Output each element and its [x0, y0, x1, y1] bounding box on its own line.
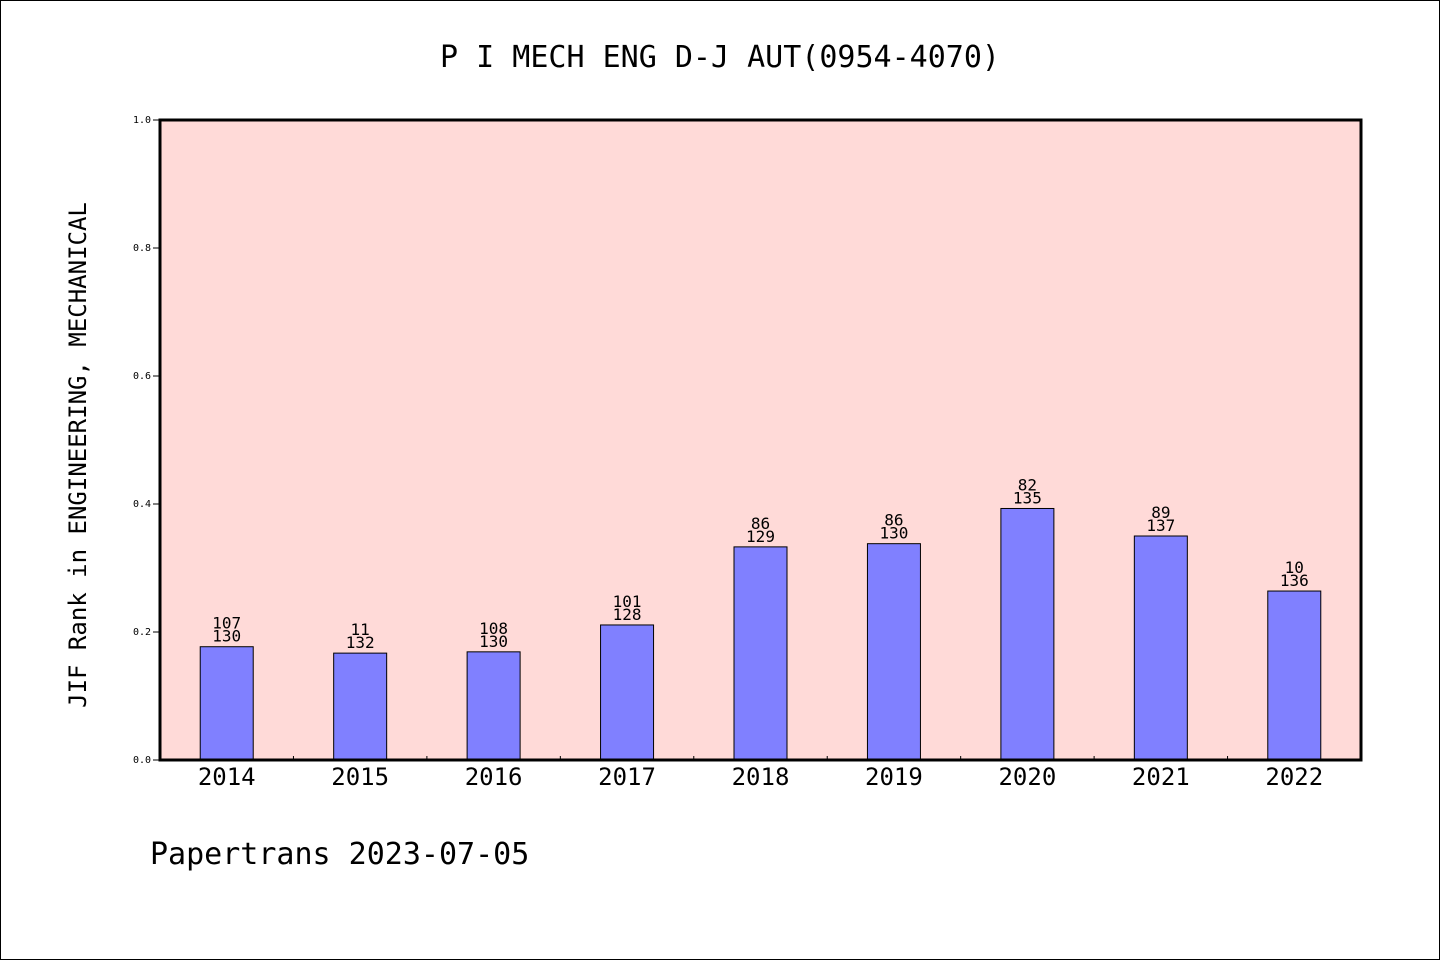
bar-rank-label-2017: 101: [613, 592, 642, 611]
y-tick-label-0.8: 0.8: [133, 243, 151, 254]
bar-2015: [333, 652, 388, 761]
bar-2022: [1267, 590, 1322, 761]
x-tick-label-2019: 2019: [865, 763, 923, 791]
bar-2020: [1000, 507, 1055, 761]
bar-rank-label-2022: 10: [1285, 558, 1304, 577]
bar-rank-label-2016: 108: [479, 619, 508, 638]
plot-border: [158, 118, 1363, 762]
bar-rank-label-2020: 82: [1018, 475, 1037, 494]
x-tick-label-2018: 2018: [732, 763, 790, 791]
x-tick-label-2015: 2015: [331, 763, 389, 791]
bar-total-label-2020: 135: [1013, 488, 1042, 507]
bar-rank-label-2021: 89: [1151, 503, 1170, 522]
x-tick-label-2021: 2021: [1132, 763, 1190, 791]
x-tick-label-2017: 2017: [598, 763, 656, 791]
x-axis: 2014 2015 2016 2017 2018 2019 2020 2021 2022: [198, 756, 1323, 791]
bar-rank-label-2019: 86: [884, 511, 903, 530]
y-tick-label-1.0: 1.0: [133, 115, 151, 126]
bar-rank-label-2018: 86: [751, 514, 770, 533]
bar-2021: [1133, 535, 1188, 761]
bar-total-label-2016: 130: [479, 632, 508, 651]
bar-total-label-2018: 129: [746, 527, 775, 546]
bar-total-label-2021: 137: [1146, 516, 1175, 535]
bar-total-label-2019: 130: [879, 524, 908, 543]
bar-2014: [199, 646, 254, 761]
bar-total-label-2015: 132: [346, 633, 375, 652]
y-axis-label: JIF Rank in ENGINEERING, MECHANICAL: [64, 202, 92, 708]
y-axis: 0.0 0.2 0.4 0.6 0.8 1.0: [133, 115, 160, 766]
y-tick-label-0.6: 0.6: [133, 371, 151, 382]
footer-credit: Papertrans 2023-07-05: [150, 837, 529, 872]
bar-2018: [733, 546, 788, 761]
x-tick-label-2022: 2022: [1265, 763, 1323, 791]
bar-2016: [466, 651, 521, 761]
bar-rank-label-2014: 107: [212, 614, 241, 633]
bar-2017: [600, 624, 655, 761]
bars-group: [199, 507, 1322, 761]
x-tick-label-2020: 2020: [998, 763, 1056, 791]
bar-total-label-2014: 130: [212, 627, 241, 646]
y-tick-label-0.2: 0.2: [133, 627, 151, 638]
chart-title: P I MECH ENG D-J AUT(0954-4070): [440, 40, 1000, 75]
y-tick-label-0.4: 0.4: [133, 499, 151, 510]
y-tick-label-0.0: 0.0: [133, 755, 151, 766]
bar-rank-label-2015: 11: [351, 620, 370, 639]
x-tick-label-2016: 2016: [465, 763, 523, 791]
x-tick-label-2014: 2014: [198, 763, 256, 791]
bar-total-label-2022: 136: [1280, 571, 1309, 590]
bar-2019: [866, 543, 921, 761]
bar-total-label-2017: 128: [613, 605, 642, 624]
